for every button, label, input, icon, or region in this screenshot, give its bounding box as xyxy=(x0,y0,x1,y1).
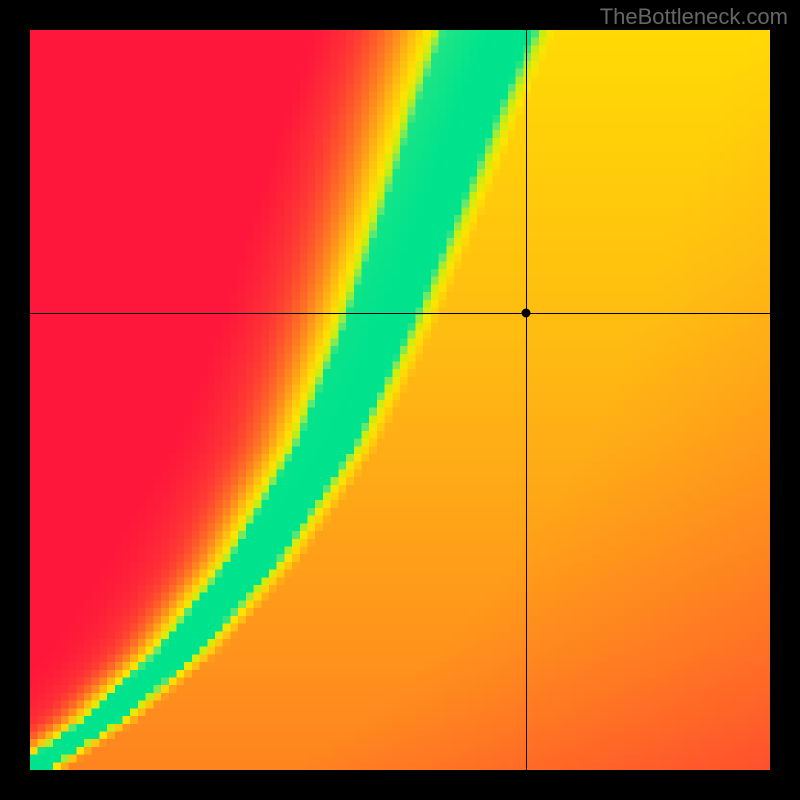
plot-area xyxy=(30,30,770,770)
watermark-text: TheBottleneck.com xyxy=(600,4,788,30)
crosshair-horizontal xyxy=(30,313,770,314)
chart-container: TheBottleneck.com xyxy=(0,0,800,800)
crosshair-vertical xyxy=(526,30,527,770)
marker-dot xyxy=(521,308,530,317)
heatmap-canvas xyxy=(30,30,770,770)
